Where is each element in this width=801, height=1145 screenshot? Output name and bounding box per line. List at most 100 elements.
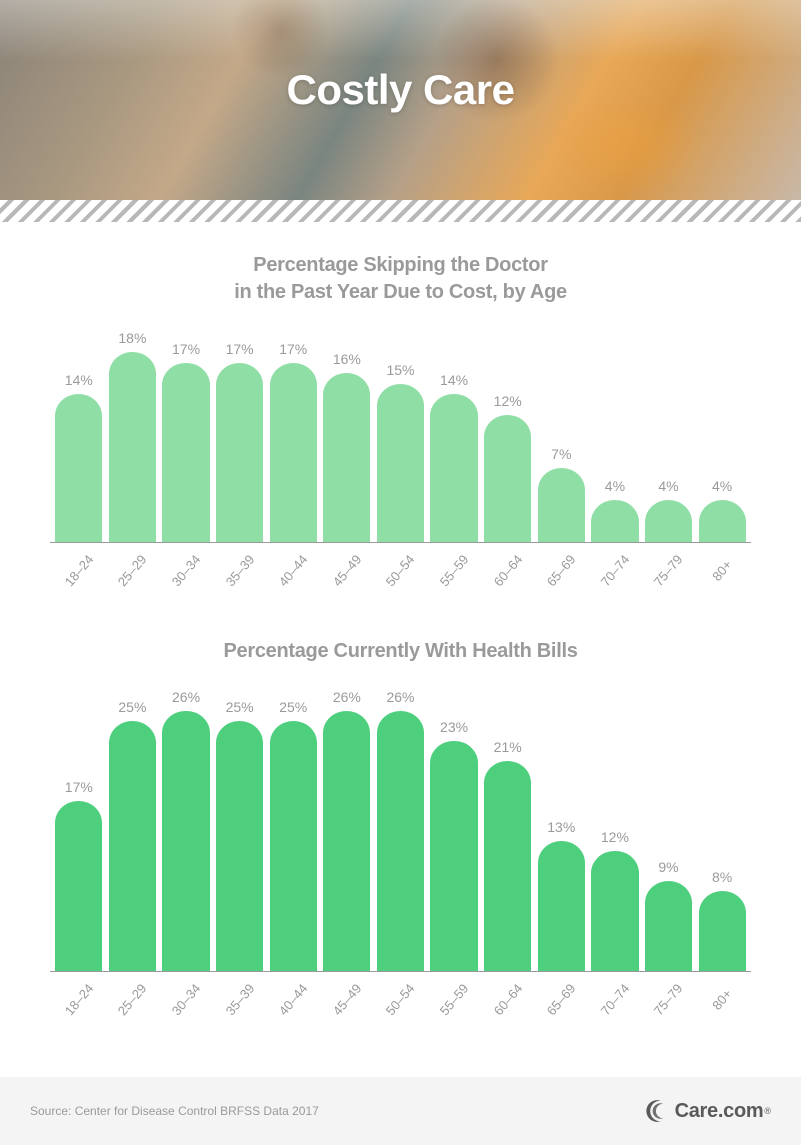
bar: 4% xyxy=(645,478,692,542)
bar-rect xyxy=(109,721,156,971)
bar-value-label: 8% xyxy=(712,869,732,885)
bar: 17% xyxy=(270,341,317,542)
bar-value-label: 7% xyxy=(551,446,571,462)
registered-mark: ® xyxy=(764,1106,771,1116)
bar-value-label: 14% xyxy=(65,372,93,388)
x-axis-label: 45–49 xyxy=(329,981,364,1018)
bar-value-label: 4% xyxy=(712,478,732,494)
bar-value-label: 4% xyxy=(605,478,625,494)
bar-rect xyxy=(162,711,209,971)
chart1-title-line2: in the Past Year Due to Cost, by Age xyxy=(234,281,567,303)
bar-value-label: 16% xyxy=(333,351,361,367)
bar-value-label: 18% xyxy=(118,330,146,346)
brand-logo-text: Care.com xyxy=(675,1100,764,1123)
bar: 26% xyxy=(162,689,209,971)
x-axis-label: 50–54 xyxy=(383,981,418,1018)
bar: 14% xyxy=(55,372,102,542)
chart2-title-line1: Percentage Currently With Health Bills xyxy=(223,640,577,662)
bar-value-label: 17% xyxy=(172,341,200,357)
source-text: Source: Center for Disease Control BRFSS… xyxy=(30,1104,319,1118)
bar: 4% xyxy=(699,478,746,542)
bar: 12% xyxy=(484,393,531,542)
bar: 17% xyxy=(162,341,209,542)
bar: 9% xyxy=(645,859,692,971)
care-logo-icon xyxy=(645,1098,671,1124)
bar-rect xyxy=(162,363,209,542)
bar-rect xyxy=(591,500,638,542)
bar-rect xyxy=(430,394,477,542)
bar: 18% xyxy=(109,330,156,542)
chart2-xlabels: 18–2425–2930–3435–3940–4445–4950–5455–59… xyxy=(50,982,751,1007)
bar-value-label: 9% xyxy=(658,859,678,875)
bar: 26% xyxy=(323,689,370,971)
bar: 4% xyxy=(591,478,638,542)
bar: 13% xyxy=(538,819,585,971)
x-axis-label: 70–74 xyxy=(598,981,633,1018)
bar-rect xyxy=(216,721,263,971)
bar-value-label: 26% xyxy=(333,689,361,705)
bar-value-label: 15% xyxy=(386,362,414,378)
bar-rect xyxy=(484,761,531,971)
bar-value-label: 12% xyxy=(494,393,522,409)
x-axis-label: 55–59 xyxy=(437,981,472,1018)
bar-rect xyxy=(55,801,102,971)
x-axis-label: 40–44 xyxy=(276,981,311,1018)
chart-health-bills: Percentage Currently With Health Bills 1… xyxy=(50,638,751,1007)
x-axis-label: 75–79 xyxy=(651,981,686,1018)
bar: 25% xyxy=(109,699,156,971)
page-title: Costly Care xyxy=(287,66,515,114)
bar-value-label: 26% xyxy=(386,689,414,705)
chart2-bars: 17% 25% 26% 25% 25% 26% 26% 23% 21% 13% 12% 9% 8% xyxy=(50,689,751,972)
bar-value-label: 14% xyxy=(440,372,468,388)
bar: 25% xyxy=(270,699,317,971)
hatch-divider xyxy=(0,200,801,222)
chart1-plot: 14%18%17%17%17%16%15%14%12%7%4%4%4% 18–2… xyxy=(50,330,751,578)
chart1-xlabels: 18–2425–2930–3435–3940–4445–4950–5455–59… xyxy=(50,553,751,578)
chart-skipping-doctor: Percentage Skipping the Doctor in the Pa… xyxy=(50,252,751,578)
chart1-title-line1: Percentage Skipping the Doctor xyxy=(253,254,547,276)
footer: Source: Center for Disease Control BRFSS… xyxy=(0,1077,801,1145)
bar-rect xyxy=(484,415,531,542)
bar-rect xyxy=(323,711,370,971)
bar: 12% xyxy=(591,829,638,971)
brand-logo: Care.com ® xyxy=(645,1098,771,1124)
bar-rect xyxy=(699,891,746,971)
bar: 15% xyxy=(377,362,424,542)
bar-rect xyxy=(323,373,370,542)
bar: 26% xyxy=(377,689,424,971)
bar-value-label: 12% xyxy=(601,829,629,845)
bar: 7% xyxy=(538,446,585,542)
x-axis-label: 30–34 xyxy=(169,981,204,1018)
bar-rect xyxy=(538,468,585,542)
bar-rect xyxy=(645,881,692,971)
bar-rect xyxy=(377,384,424,542)
bar-rect xyxy=(645,500,692,542)
bar: 17% xyxy=(216,341,263,542)
chart1-bars: 14%18%17%17%17%16%15%14%12%7%4%4%4% xyxy=(50,330,751,543)
bar-rect xyxy=(699,500,746,542)
bar-rect xyxy=(216,363,263,542)
bar-value-label: 21% xyxy=(494,739,522,755)
chart1-title: Percentage Skipping the Doctor in the Pa… xyxy=(50,252,751,306)
bar: 17% xyxy=(55,779,102,971)
bar-value-label: 25% xyxy=(279,699,307,715)
bar: 25% xyxy=(216,699,263,971)
bar-value-label: 25% xyxy=(118,699,146,715)
bar-rect xyxy=(591,851,638,971)
bar: 8% xyxy=(699,869,746,971)
bar-value-label: 23% xyxy=(440,719,468,735)
bar-value-label: 25% xyxy=(226,699,254,715)
bar: 21% xyxy=(484,739,531,971)
x-axis-label: 80+ xyxy=(709,986,735,1013)
x-axis-label: 35–39 xyxy=(222,981,257,1018)
bar-value-label: 13% xyxy=(547,819,575,835)
bar-rect xyxy=(109,352,156,542)
bar-rect xyxy=(538,841,585,971)
bar-value-label: 26% xyxy=(172,689,200,705)
bar: 16% xyxy=(323,351,370,542)
bar-value-label: 4% xyxy=(658,478,678,494)
bar: 14% xyxy=(430,372,477,542)
header-banner: Costly Care xyxy=(0,0,801,200)
bar-rect xyxy=(270,721,317,971)
content-area: Percentage Skipping the Doctor in the Pa… xyxy=(0,222,801,1017)
